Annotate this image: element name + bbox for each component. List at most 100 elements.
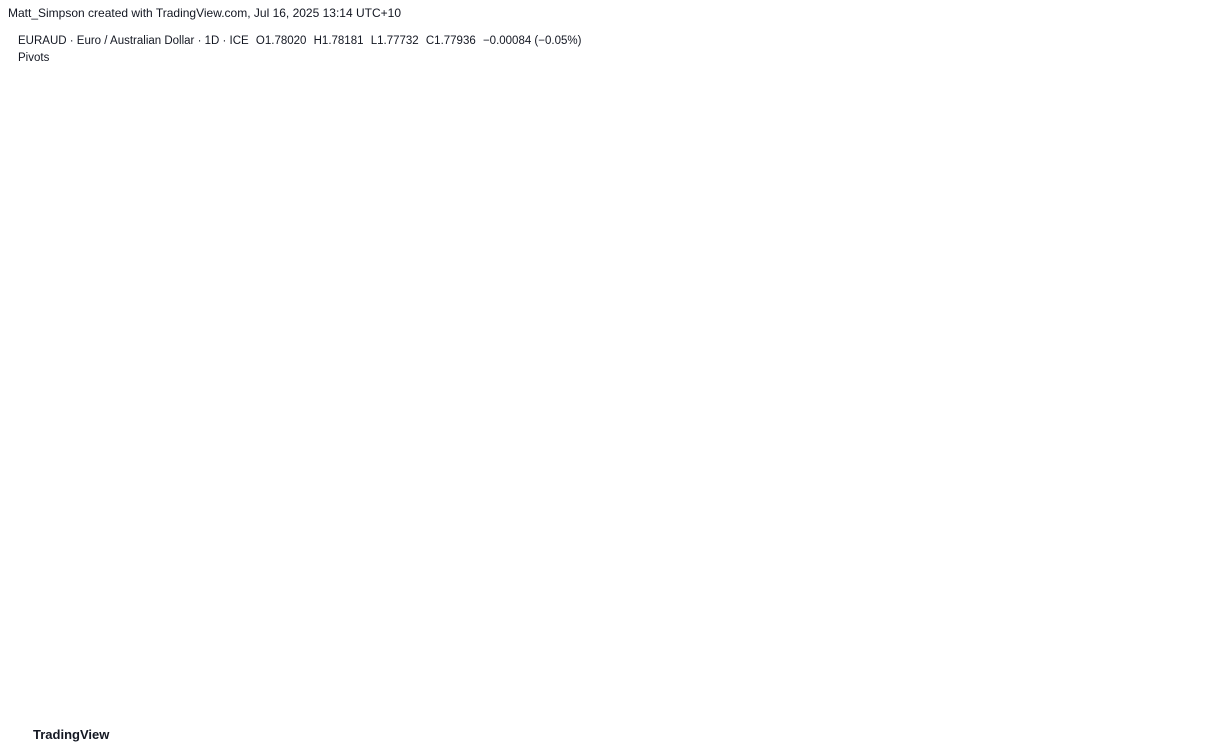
candle-body (676, 359, 682, 388)
candle-body (429, 422, 436, 440)
candle-body (862, 250, 869, 307)
candle-body (15, 558, 22, 571)
level-box (1151, 650, 1199, 665)
candle-body (209, 563, 215, 584)
y-tick-label: 1.67000 (1158, 559, 1192, 570)
candle-body (716, 318, 722, 334)
change: −0.00084 (−0.05%) (482, 35, 582, 47)
x-tick-label: Jun (764, 698, 780, 709)
level-box (1151, 406, 1199, 421)
low: L1.77732 (370, 35, 419, 47)
candle-body (916, 226, 922, 236)
candle-body (682, 386, 689, 407)
candle-body (482, 400, 489, 429)
candle-body (322, 577, 329, 598)
arrow (1004, 233, 1025, 279)
candle-body (929, 234, 936, 241)
candle-body (235, 607, 242, 630)
candle-body (376, 395, 382, 429)
candle-body (95, 582, 102, 590)
level-box (1151, 203, 1199, 218)
level-box (1151, 259, 1199, 274)
level-box (1151, 420, 1199, 435)
candle-body (122, 580, 129, 603)
candle-body (302, 629, 309, 647)
candle-body (802, 326, 809, 342)
candle-body (902, 228, 909, 241)
candle-body (189, 558, 195, 562)
candle-body (782, 310, 789, 323)
candle-body (456, 438, 462, 451)
candle-body (229, 599, 235, 609)
level-box (1151, 458, 1199, 472)
candle-body (222, 596, 229, 601)
candle-body (983, 263, 989, 267)
candle-body (602, 277, 609, 290)
fib-label: 100.00% (948, 533, 984, 543)
candle-body (409, 414, 415, 443)
candle-body (642, 340, 649, 353)
candle-body (416, 433, 422, 443)
candle-body (909, 228, 916, 236)
candle-body (776, 310, 782, 320)
indicator: Pivots (18, 52, 50, 64)
level-box (1151, 434, 1199, 449)
candle-body (42, 542, 49, 549)
candle-body (956, 218, 962, 233)
candle-body (296, 640, 302, 647)
candle-body (636, 305, 642, 342)
candle-body (549, 237, 556, 271)
level-label: 1.77202 (1158, 282, 1192, 293)
y-tick-label: 1.85000 (1158, 69, 1192, 80)
candle-body (202, 552, 209, 565)
y-tick-label: 1.76000 (1158, 314, 1192, 325)
symbol: EURAUD · Euro / Australian Dollar · 1D ·… (18, 35, 249, 47)
x-tick-label: Jul (906, 698, 919, 709)
candle-body (869, 231, 876, 252)
candle-body (762, 313, 769, 328)
x-tick-label: Mar (337, 698, 355, 709)
candle-body (476, 427, 482, 451)
candle-body (389, 386, 395, 407)
candle-body (736, 326, 742, 347)
candle-body (316, 596, 322, 620)
arrow (1020, 289, 1037, 325)
candle-body (649, 343, 656, 353)
candle-body (82, 580, 89, 592)
candle-body (849, 286, 856, 293)
level-note: Mar low (1110, 463, 1142, 473)
level-note: Feb low (1110, 651, 1142, 661)
candle-body (35, 547, 42, 554)
trendline (794, 159, 936, 289)
candle-body (496, 356, 502, 415)
y-tick-label: 1.81000 (1158, 178, 1192, 189)
candle-body (255, 618, 262, 633)
candle-body (336, 547, 342, 565)
close: C1.77936 (425, 35, 476, 47)
y-tick-label: 1.65000 (1158, 613, 1192, 624)
candle-body (49, 542, 55, 549)
candle-body (282, 620, 289, 633)
candle-body (262, 604, 269, 620)
candle-body (722, 313, 729, 320)
candle-body (129, 601, 135, 611)
level-label: 1.74643 (1158, 351, 1192, 362)
candle-body (976, 267, 982, 279)
candle-body (516, 114, 522, 271)
candle-body (856, 291, 862, 307)
candle-body (215, 582, 222, 598)
level-note: 2024 high (1102, 416, 1142, 426)
candle-body (149, 588, 155, 595)
candle-body (943, 209, 949, 225)
candle-body (922, 226, 929, 236)
candle-body (796, 316, 802, 328)
candle-body (709, 332, 716, 361)
candle-body (436, 416, 442, 440)
candle-body (462, 449, 469, 464)
level-label: 1.70651 (1158, 460, 1193, 471)
y-tick-label: 1.79000 (1158, 232, 1192, 243)
level-box (1151, 279, 1199, 294)
candle-body (522, 223, 529, 271)
candle-body (109, 577, 115, 592)
candle-body (309, 618, 315, 630)
